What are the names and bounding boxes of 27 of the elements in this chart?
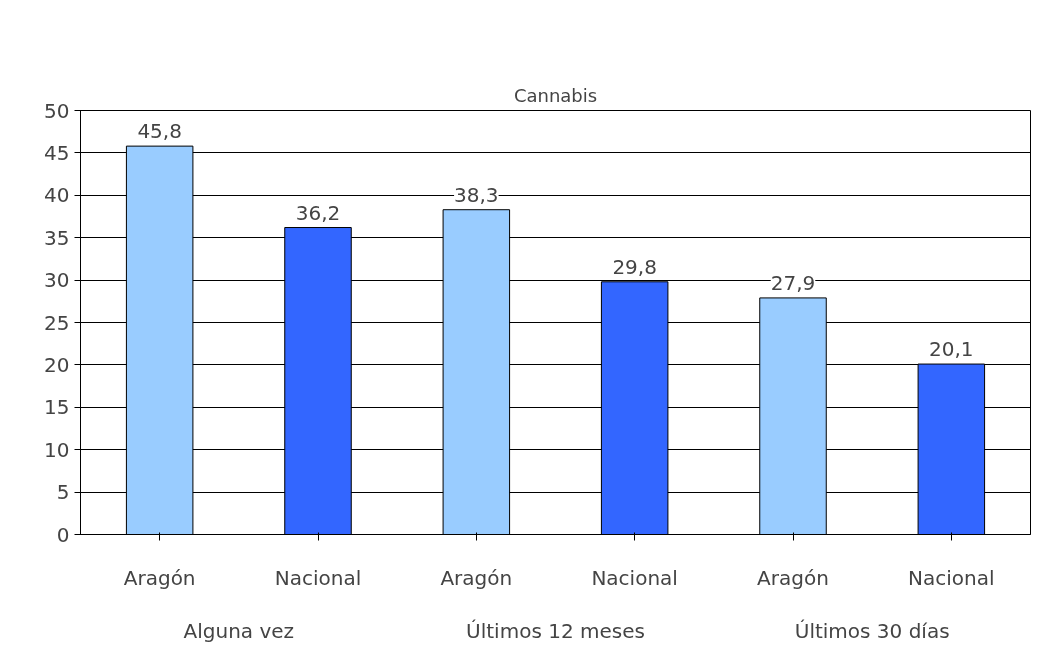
text: Últimos 12 meses bbox=[466, 618, 645, 643]
y-tick-label: 45 bbox=[44, 140, 70, 165]
y-tick-label: 25 bbox=[44, 310, 70, 335]
text: Alguna vez bbox=[183, 618, 295, 643]
y-tick-label: 15 bbox=[44, 395, 70, 420]
x-tick-label: Nacional bbox=[591, 565, 678, 590]
y-tick-label: 0 bbox=[56, 522, 70, 547]
data-label: 45,8 bbox=[137, 119, 182, 144]
text: Últimos 30 días bbox=[794, 618, 950, 643]
y-tick-label: 35 bbox=[44, 225, 70, 250]
y-tick-label: 40 bbox=[44, 183, 70, 208]
y-tick-label: 5 bbox=[56, 480, 70, 505]
data-label: 20,1 bbox=[929, 337, 974, 362]
x-tick-label: Nacional bbox=[274, 565, 362, 590]
x-tick-label: Nacional bbox=[908, 565, 995, 590]
x-tick-label: Aragón bbox=[440, 565, 513, 590]
y-tick-label: 10 bbox=[44, 437, 70, 462]
data-label: 36,2 bbox=[295, 200, 341, 225]
data-label: 29,8 bbox=[612, 254, 657, 279]
y-tick-label: 50 bbox=[44, 98, 70, 123]
x-tick-label: Aragón bbox=[757, 565, 829, 590]
chart-title: Cannabis bbox=[513, 84, 598, 106]
data-label: 38,3 bbox=[454, 182, 499, 207]
data-label: 27,9 bbox=[770, 270, 816, 295]
y-tick-label: 30 bbox=[44, 268, 70, 293]
y-tick-label: 20 bbox=[44, 352, 70, 377]
x-tick-label: Aragón bbox=[123, 565, 196, 590]
